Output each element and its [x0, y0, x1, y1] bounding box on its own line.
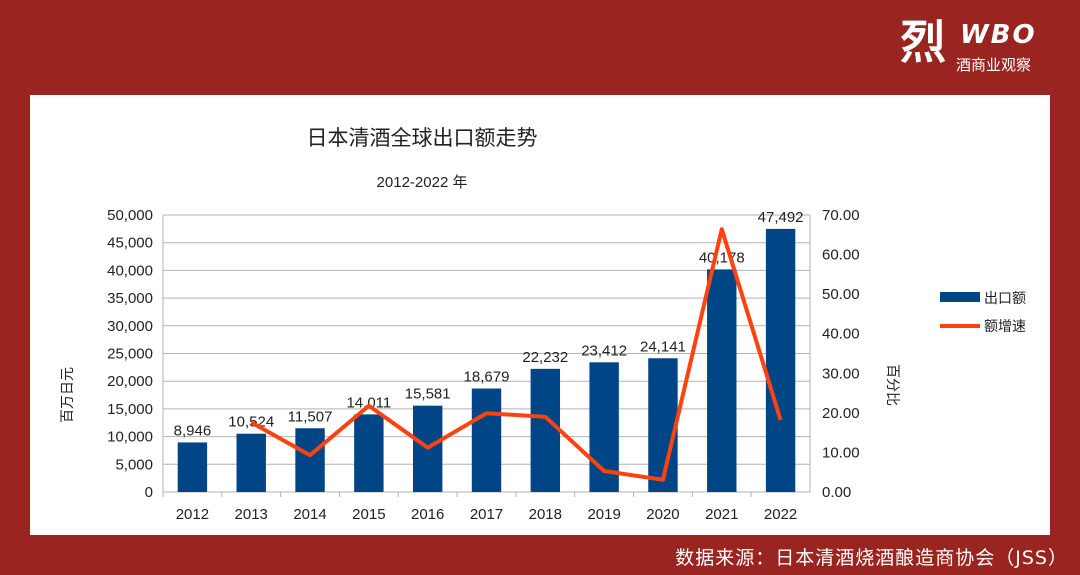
y-tick-label: 45,000	[107, 235, 153, 252]
x-tick-label: 2015	[352, 506, 385, 523]
y2-tick-label: 10.00	[822, 444, 860, 461]
bar-2014	[295, 428, 325, 492]
y-tick-label: 30,000	[107, 318, 153, 335]
chart-subtitle: 2012-2022 年	[377, 174, 468, 191]
growth-line	[250, 227, 783, 482]
bar-value-label: 22,232	[522, 349, 568, 366]
bar-value-label: 10,524	[228, 414, 274, 431]
bar-value-label: 23,412	[581, 342, 627, 359]
logo-brand: WBO	[960, 20, 1037, 50]
bar-value-label: 47,492	[758, 209, 804, 226]
x-tick-label: 2018	[529, 506, 562, 523]
legend: 出口额 额增速	[940, 290, 1026, 334]
y2-tick-label: 60.00	[822, 247, 860, 264]
chart-title: 日本清酒全球出口额走势	[307, 127, 538, 150]
logo-subtitle: 酒商业观察	[956, 56, 1032, 74]
bar-value-label: 40,178	[699, 249, 745, 266]
legend-bar-label: 出口额	[984, 290, 1026, 306]
y-axis-label: 百万日元	[59, 367, 75, 423]
bar-2017	[471, 388, 502, 492]
source-note: 数据来源：日本清酒烧酒酿造商协会（JSS）	[675, 547, 1068, 569]
chart-panel: 日本清酒全球出口额走势 2012-2022 年 百万日元 百分比 8,946 10…	[30, 95, 1050, 535]
chart: 日本清酒全球出口额走势 2012-2022 年 百万日元 百分比 8,946 10…	[59, 127, 1026, 523]
y2-tick-label: 40.00	[822, 326, 860, 343]
x-tick-label: 2012	[176, 506, 209, 523]
bar-value-label: 24,141	[640, 338, 686, 355]
bar-2013	[236, 433, 266, 492]
bar-2021	[707, 269, 737, 492]
x-tick-label: 2021	[705, 506, 738, 523]
bar-value-label: 11,507	[288, 408, 333, 425]
logo-char: 烈	[900, 15, 946, 69]
y2-tick-label: 30.00	[822, 365, 860, 382]
x-tick-label: 2019	[587, 506, 620, 523]
y-tick-label: 10,000	[107, 429, 153, 446]
legend-bar-swatch	[940, 292, 980, 302]
y-tick-label: 15,000	[107, 401, 153, 418]
x-tick-label: 2022	[764, 506, 797, 523]
bar-value-label: 15,581	[405, 386, 451, 403]
y2-axis-label: 百分比	[885, 364, 901, 406]
x-tick-label: 2016	[411, 506, 444, 523]
bar-2018	[530, 368, 561, 492]
logo: 烈 WBO 酒商业观察	[900, 12, 1065, 77]
x-tick-label: 2014	[293, 506, 326, 523]
y2-tick-label: 20.00	[822, 405, 860, 422]
y-tick-label: 40,000	[107, 262, 153, 279]
y-tick-label: 35,000	[107, 290, 153, 307]
y-tick-label: 0	[145, 484, 153, 501]
bar-2015	[354, 414, 384, 492]
bar-2022	[765, 228, 796, 492]
bar-2020	[648, 358, 678, 492]
bar-value-label: 14,011	[346, 394, 391, 411]
bar-value-label: 8,946	[174, 422, 212, 439]
y-tick-label: 5,000	[115, 456, 153, 473]
y-tick-label: 20,000	[107, 373, 153, 390]
x-tick-label: 2017	[470, 506, 503, 523]
x-tick-label: 2013	[235, 506, 268, 523]
legend-line-label: 额增速	[984, 318, 1026, 334]
y2-tick-label: 70.00	[822, 207, 860, 224]
bar-2012	[177, 442, 208, 492]
y2-tick-label: 50.00	[822, 286, 860, 303]
y-tick-label: 25,000	[107, 346, 153, 363]
x-tick-label: 2020	[646, 506, 679, 523]
y-tick-label: 50,000	[107, 207, 153, 224]
bar-value-label: 18,679	[464, 369, 510, 386]
y2-tick-label: 0.00	[822, 484, 851, 501]
